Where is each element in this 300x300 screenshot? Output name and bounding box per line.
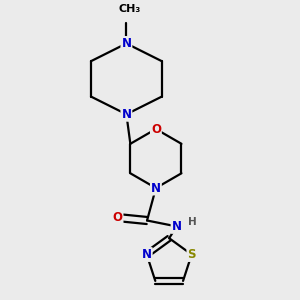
Text: H: H	[188, 217, 197, 227]
Text: N: N	[172, 220, 182, 233]
Text: CH₃: CH₃	[118, 4, 140, 14]
Text: N: N	[151, 182, 161, 195]
Text: N: N	[122, 37, 131, 50]
Text: O: O	[151, 122, 161, 136]
Text: O: O	[112, 211, 122, 224]
Text: N: N	[142, 248, 152, 261]
Text: S: S	[188, 248, 196, 261]
Text: N: N	[122, 108, 131, 121]
